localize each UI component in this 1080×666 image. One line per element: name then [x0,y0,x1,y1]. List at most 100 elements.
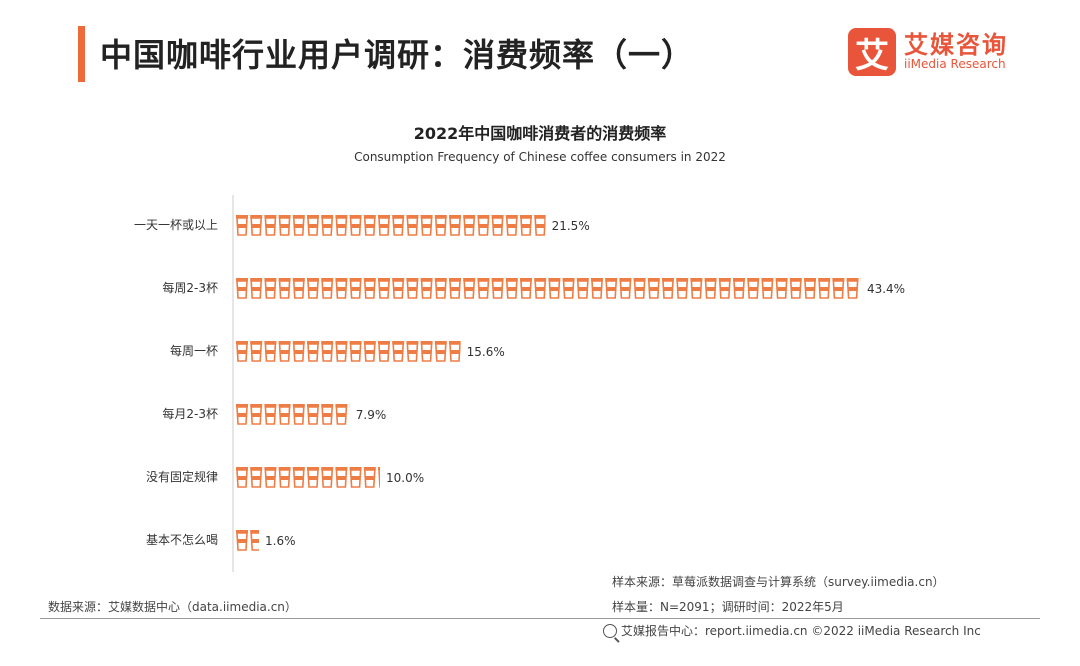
value-label: 15.6% [467,345,505,359]
cup-icon [250,404,263,425]
footer-divider [40,618,1040,619]
cup-icon [420,341,433,362]
bar [236,278,861,299]
cup-icon [321,467,334,488]
cup-icon [562,278,575,299]
cup-icon [378,341,390,362]
cup-icon [392,278,405,299]
cup-icon [477,215,490,236]
cup-icon [349,467,362,488]
cup-icon [349,341,362,362]
cup-icon [449,278,461,299]
cup-icon [335,467,348,488]
bar [236,215,546,236]
cup-icon [292,215,305,236]
cup-icon [250,278,263,299]
cup-icon [491,278,504,299]
cup-icon [363,278,376,299]
cup-icon [236,278,248,299]
cup-icon [804,278,816,299]
copyright-text: 艾媒报告中心：report.iimedia.cn ©2022 iiMedia R… [621,624,981,638]
cup-icon [349,278,362,299]
cup-icon [449,341,461,362]
cup-icon [576,278,589,299]
category-label: 每月2-3杯 [162,406,218,421]
title-accent-bar [78,26,85,82]
cup-icon [363,341,376,362]
cup-icon [307,341,319,362]
cup-icon [420,215,433,236]
cup-icon [264,467,277,488]
cup-icon [449,215,461,236]
cup-icon [292,404,305,425]
logo-text: 艾媒咨询 iiMedia Research [904,32,1008,71]
cup-icon [733,278,745,299]
cup-icon [534,215,546,236]
cup-icon [278,467,291,488]
cup-icon [378,467,380,488]
cup-icon [818,278,831,299]
cup-icon [505,278,518,299]
cup-icon [264,215,277,236]
cup-icon [520,278,532,299]
cup-icon [292,341,305,362]
search-icon [603,623,617,638]
category-label: 每周一杯 [170,343,218,358]
cup-icon [534,278,547,299]
cup-icon [591,278,603,299]
cup-icon [378,215,390,236]
cup-icon [278,215,291,236]
cup-icon [392,215,405,236]
cup-icon [605,278,618,299]
sample-size: 样本量：N=2091；调研时间：2022年5月 [612,600,844,614]
cup-icon [307,215,319,236]
category-label: 没有固定规律 [146,469,218,484]
cup-icon [250,530,260,551]
cup-icon [619,278,632,299]
footer-copyright: 艾媒报告中心：report.iimedia.cn ©2022 iiMedia R… [603,622,981,639]
cup-icon [477,278,490,299]
cup-icon [250,467,263,488]
cup-icon [434,341,447,362]
cup-icon [236,341,248,362]
cup-icon [406,341,419,362]
cup-icon [718,278,731,299]
category-label: 基本不怎么喝 [146,532,218,547]
cup-icon [236,467,248,488]
cup-icon [406,215,419,236]
value-label: 7.9% [356,408,387,422]
cup-icon [335,278,348,299]
cup-icon [406,278,419,299]
cup-icon [307,278,319,299]
bar [236,404,350,425]
value-label: 21.5% [552,219,590,233]
cup-icon [463,215,476,236]
cup-icon [335,404,348,425]
cup-icon [548,278,561,299]
bar [236,467,380,488]
cup-icon [321,404,334,425]
cup-icon [335,215,348,236]
sample-source: 样本来源：草莓派数据调查与计算系统（survey.iimedia.cn） [612,575,945,589]
cup-icon [292,278,305,299]
cup-icon [846,278,859,299]
cup-icon [335,341,348,362]
cup-icon [250,341,263,362]
cup-icon [363,215,376,236]
value-label: 10.0% [386,471,424,485]
cup-icon [321,341,334,362]
cup-icon [662,278,674,299]
cup-icon [264,341,277,362]
cup-icon [463,278,476,299]
cup-icon [307,404,319,425]
cup-icon [278,404,291,425]
bar [236,530,260,551]
cup-icon [278,341,291,362]
cup-icon [236,215,248,236]
cup-icon [363,467,376,488]
cup-icon [690,278,703,299]
cup-icon [250,215,263,236]
cup-icon [775,278,788,299]
cup-icon [236,404,248,425]
